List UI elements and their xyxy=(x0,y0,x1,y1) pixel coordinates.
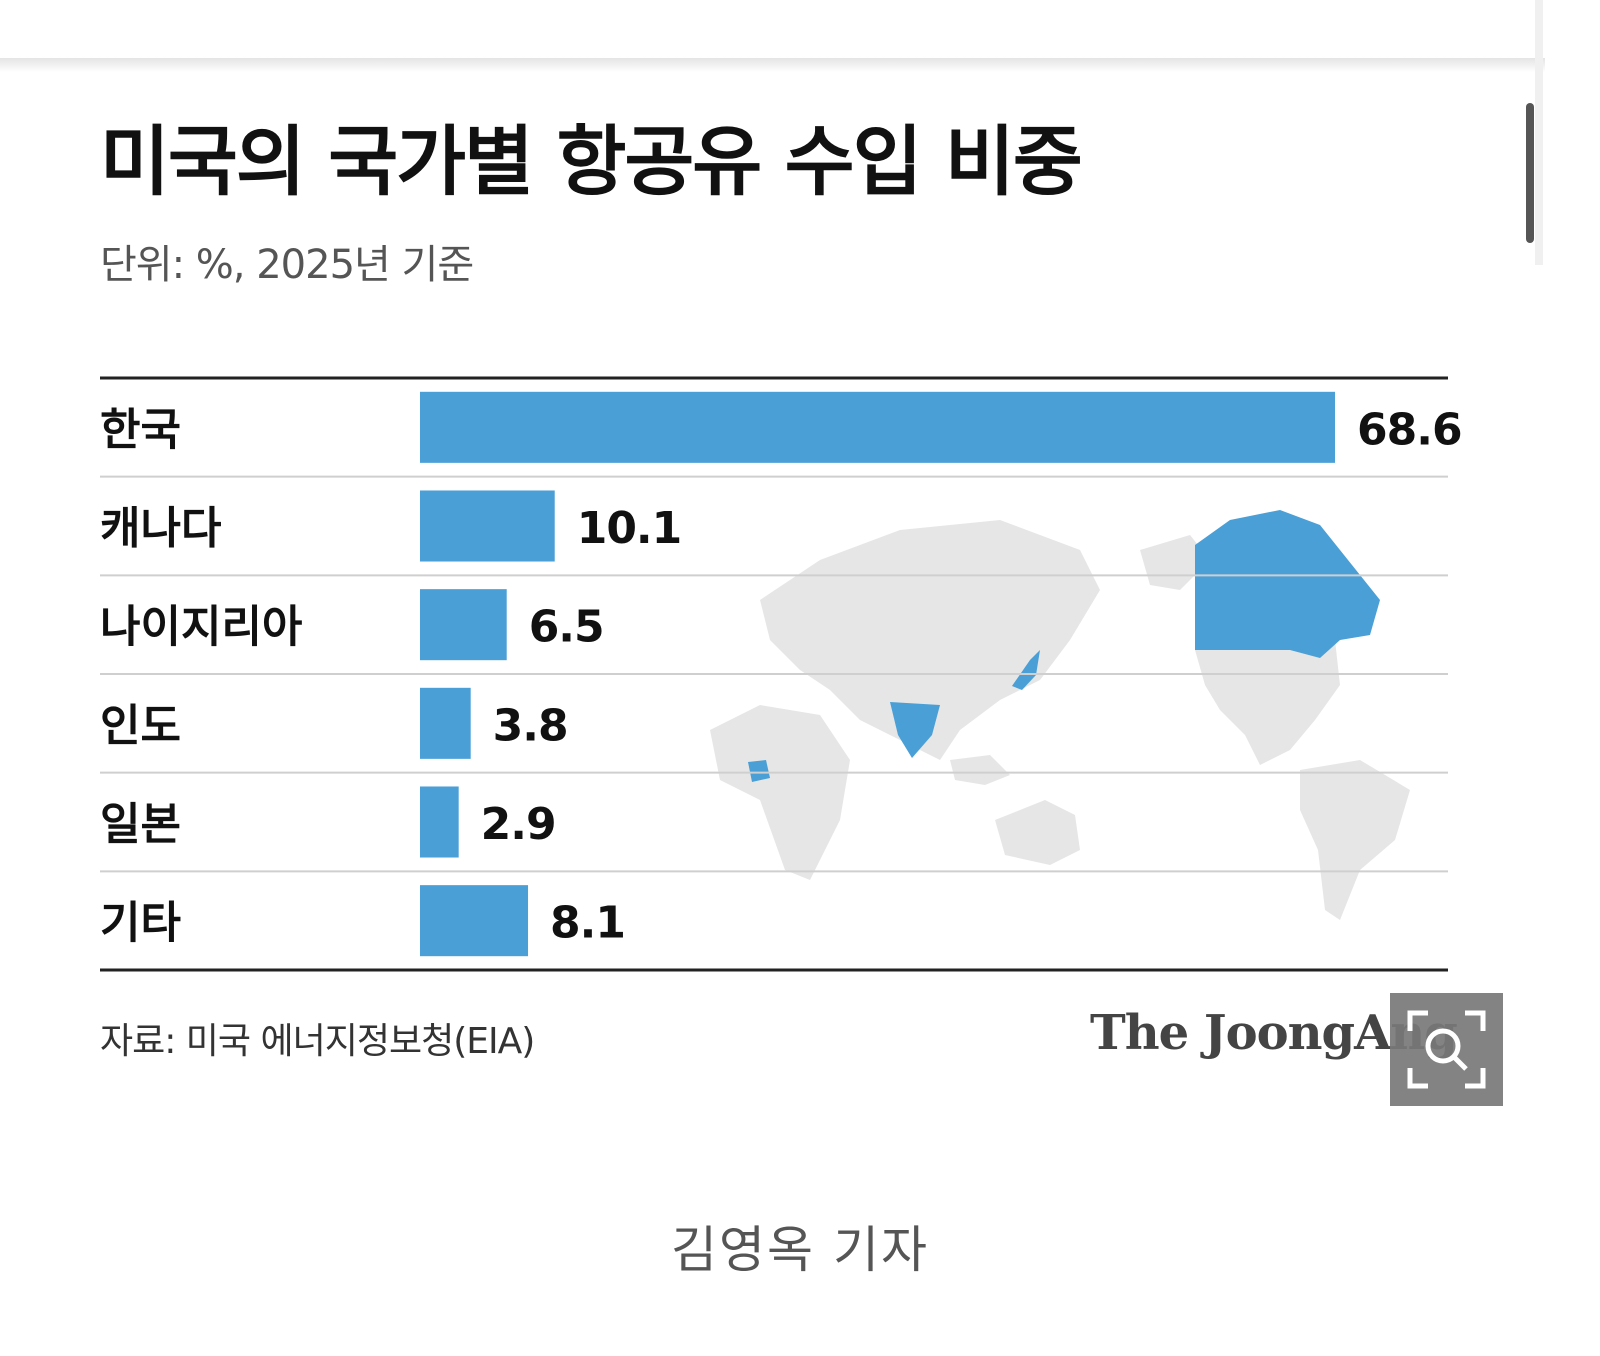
value-label: 68.6 xyxy=(1357,404,1462,455)
top-divider-shadow xyxy=(0,58,1545,72)
bar xyxy=(420,786,459,858)
map-australia xyxy=(995,800,1080,865)
value-label: 2.9 xyxy=(481,799,556,850)
map-land-shapes xyxy=(710,520,1410,920)
value-label: 8.1 xyxy=(550,898,625,949)
category-label: 한국 xyxy=(100,404,181,455)
scrollbar-track[interactable] xyxy=(1535,0,1543,265)
category-label: 나이지리아 xyxy=(100,602,302,653)
zoom-magnifier-icon xyxy=(1407,1010,1486,1089)
map-japan xyxy=(1012,650,1040,690)
map-india xyxy=(890,702,940,758)
map-africa xyxy=(710,705,850,880)
category-label: 일본 xyxy=(100,799,181,850)
map-north-america xyxy=(1195,640,1340,765)
bar xyxy=(420,885,529,957)
scrollbar-thumb[interactable] xyxy=(1526,103,1534,243)
category-label: 기타 xyxy=(100,898,181,949)
map-se-asia xyxy=(950,755,1010,785)
map-eurasia xyxy=(760,520,1100,760)
bar xyxy=(420,589,507,661)
zoom-button[interactable] xyxy=(1390,993,1503,1106)
value-label: 6.5 xyxy=(529,602,604,653)
map-nigeria xyxy=(748,760,770,782)
bar xyxy=(420,687,471,759)
world-map-background xyxy=(710,510,1410,920)
category-label: 캐나다 xyxy=(100,503,221,554)
map-highlighted-countries xyxy=(748,510,1380,782)
map-canada xyxy=(1195,510,1380,658)
category-label: 인도 xyxy=(100,700,181,751)
value-label: 3.8 xyxy=(493,700,568,751)
byline-reporter: 김영옥 기자 xyxy=(671,1221,929,1279)
value-label: 10.1 xyxy=(577,503,682,554)
bar xyxy=(420,490,555,562)
chart-source: 자료: 미국 에너지정보청(EIA) xyxy=(100,1021,535,1062)
bar xyxy=(420,391,1335,463)
map-south-america xyxy=(1300,760,1410,920)
chart-subtitle: 단위: %, 2025년 기준 xyxy=(100,242,474,288)
chart-title: 미국의 국가별 항공유 수입 비중 xyxy=(100,117,1083,206)
